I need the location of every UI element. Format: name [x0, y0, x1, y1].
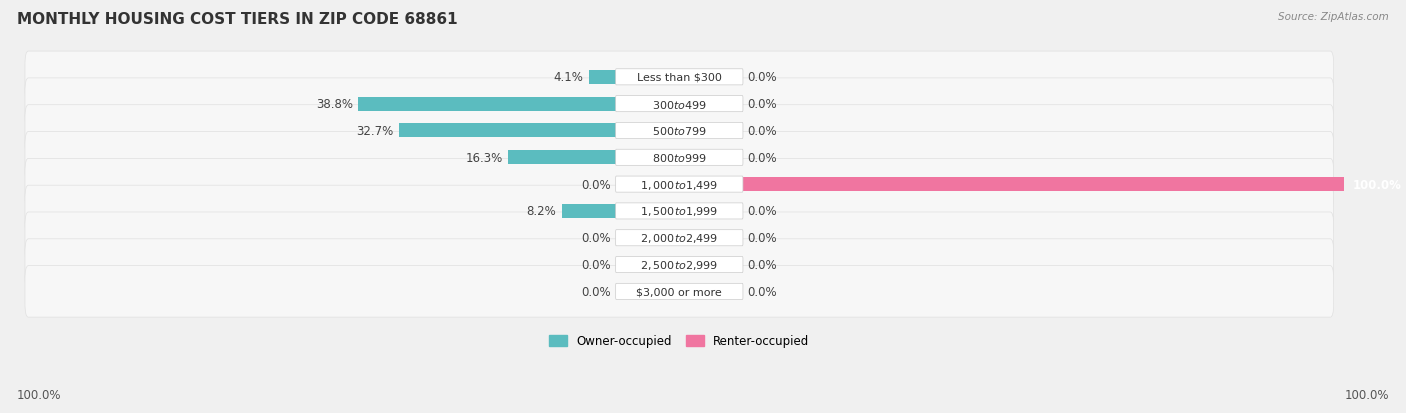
Text: $2,500 to $2,999: $2,500 to $2,999 [640, 259, 718, 271]
Text: MONTHLY HOUSING COST TIERS IN ZIP CODE 68861: MONTHLY HOUSING COST TIERS IN ZIP CODE 6… [17, 12, 457, 27]
FancyBboxPatch shape [25, 132, 1334, 184]
Bar [359, 97, 616, 112]
FancyBboxPatch shape [616, 123, 742, 139]
Text: 32.7%: 32.7% [356, 125, 394, 138]
FancyBboxPatch shape [616, 96, 742, 112]
Text: 0.0%: 0.0% [581, 285, 610, 298]
FancyBboxPatch shape [25, 52, 1334, 103]
FancyBboxPatch shape [616, 203, 742, 219]
FancyBboxPatch shape [616, 150, 742, 166]
Text: $1,000 to $1,499: $1,000 to $1,499 [640, 178, 718, 191]
Text: $500 to $799: $500 to $799 [652, 125, 707, 137]
Text: 0.0%: 0.0% [748, 125, 778, 138]
Text: 100.0%: 100.0% [1344, 388, 1389, 401]
Text: $3,000 or more: $3,000 or more [637, 287, 723, 297]
Text: 8.2%: 8.2% [527, 205, 557, 218]
Text: 100.0%: 100.0% [17, 388, 62, 401]
Text: 16.3%: 16.3% [465, 152, 502, 164]
FancyBboxPatch shape [25, 186, 1334, 237]
Bar [589, 71, 616, 85]
Bar [562, 204, 616, 218]
Text: 0.0%: 0.0% [581, 259, 610, 271]
FancyBboxPatch shape [25, 239, 1334, 291]
FancyBboxPatch shape [616, 70, 742, 85]
Text: 0.0%: 0.0% [748, 71, 778, 84]
Text: 0.0%: 0.0% [748, 205, 778, 218]
FancyBboxPatch shape [616, 284, 742, 300]
Text: $300 to $499: $300 to $499 [652, 98, 707, 110]
FancyBboxPatch shape [25, 212, 1334, 264]
Text: 0.0%: 0.0% [748, 152, 778, 164]
Legend: Owner-occupied, Renter-occupied: Owner-occupied, Renter-occupied [544, 330, 814, 352]
Bar [742, 178, 1406, 192]
Text: 0.0%: 0.0% [748, 285, 778, 298]
Text: 100.0%: 100.0% [1353, 178, 1402, 191]
Text: 0.0%: 0.0% [748, 98, 778, 111]
Text: Source: ZipAtlas.com: Source: ZipAtlas.com [1278, 12, 1389, 22]
Text: Less than $300: Less than $300 [637, 73, 721, 83]
Text: $1,500 to $1,999: $1,500 to $1,999 [640, 205, 718, 218]
Text: 0.0%: 0.0% [581, 178, 610, 191]
Text: 0.0%: 0.0% [748, 259, 778, 271]
FancyBboxPatch shape [616, 257, 742, 273]
Bar [508, 151, 616, 165]
FancyBboxPatch shape [25, 105, 1334, 157]
Text: $800 to $999: $800 to $999 [652, 152, 707, 164]
FancyBboxPatch shape [25, 159, 1334, 210]
Text: 0.0%: 0.0% [748, 232, 778, 244]
FancyBboxPatch shape [616, 230, 742, 246]
Text: 0.0%: 0.0% [581, 232, 610, 244]
FancyBboxPatch shape [25, 266, 1334, 317]
Text: 4.1%: 4.1% [554, 71, 583, 84]
FancyBboxPatch shape [25, 79, 1334, 130]
Bar [399, 124, 616, 138]
Text: 38.8%: 38.8% [316, 98, 353, 111]
FancyBboxPatch shape [616, 177, 742, 193]
Text: $2,000 to $2,499: $2,000 to $2,499 [640, 232, 718, 244]
